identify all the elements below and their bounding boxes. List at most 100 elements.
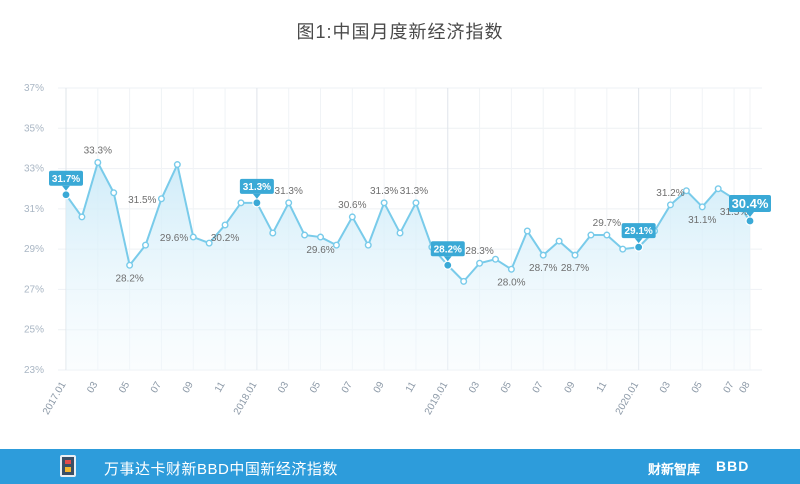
data-point-highlight bbox=[745, 216, 755, 226]
callout-box bbox=[729, 194, 771, 212]
x-tick-label: 07 bbox=[340, 380, 355, 396]
data-label: 29.7% bbox=[593, 218, 621, 229]
callout-box bbox=[49, 170, 83, 186]
data-label: 28.7% bbox=[561, 263, 589, 274]
data-point bbox=[619, 245, 627, 253]
x-tick-label: 03 bbox=[467, 380, 482, 396]
callout-label: 28.2% bbox=[434, 244, 462, 255]
area-fill bbox=[66, 162, 750, 370]
data-point bbox=[221, 221, 229, 229]
x-tick-label: 11 bbox=[595, 380, 610, 395]
data-point bbox=[666, 201, 674, 209]
x-tick-label: 2018.01 bbox=[232, 380, 260, 417]
data-label: 31.5% bbox=[720, 207, 748, 218]
data-point bbox=[603, 231, 611, 239]
callout-label: 31.7% bbox=[52, 174, 80, 185]
callout-label: 31.3% bbox=[243, 182, 271, 193]
data-label: 29.6% bbox=[160, 233, 188, 244]
footer-title: 万事达卡财新BBD中国新经济指数 bbox=[104, 461, 338, 478]
data-label: 30.2% bbox=[211, 233, 239, 244]
data-point bbox=[269, 229, 277, 237]
data-point bbox=[285, 199, 293, 207]
data-label: 33.3% bbox=[84, 146, 112, 157]
data-point bbox=[78, 213, 86, 221]
chart-title: 图1:中国月度新经济指数 bbox=[296, 22, 504, 42]
data-point bbox=[157, 195, 165, 203]
y-tick-label: 33% bbox=[24, 164, 44, 175]
x-tick-label: 11 bbox=[404, 380, 419, 395]
x-tick-label: 09 bbox=[563, 380, 578, 396]
callout-label: 29.1% bbox=[624, 226, 652, 237]
data-point bbox=[301, 231, 309, 239]
x-tick-label: 07 bbox=[149, 380, 164, 396]
data-label: 31.2% bbox=[656, 188, 684, 199]
data-point-highlight bbox=[634, 242, 644, 252]
data-label: 31.1% bbox=[688, 215, 716, 226]
x-tick-label: 07 bbox=[531, 380, 546, 396]
data-point bbox=[555, 237, 563, 245]
x-tick-label: 05 bbox=[117, 380, 132, 396]
x-tick-label: 07 bbox=[722, 380, 737, 396]
y-tick-label: 29% bbox=[24, 244, 44, 255]
footer-brand-bbd: BBD bbox=[716, 458, 750, 474]
x-tick-label: 2019.01 bbox=[423, 380, 451, 417]
callout-box bbox=[621, 223, 656, 239]
data-label: 30.6% bbox=[338, 200, 366, 211]
data-point-highlight bbox=[443, 260, 453, 270]
x-tick-label: 11 bbox=[213, 380, 228, 395]
x-tick-label: 03 bbox=[85, 380, 100, 396]
data-label: 28.7% bbox=[529, 263, 557, 274]
x-tick-label: 09 bbox=[181, 380, 196, 396]
data-point bbox=[380, 199, 388, 207]
data-point bbox=[189, 233, 197, 241]
data-point bbox=[332, 241, 340, 249]
chart-plot: 33.3% 28.2% 31.5% 29.6% 30.2% 31.3% 29.6% 30.6%… bbox=[24, 83, 771, 417]
data-point bbox=[142, 241, 150, 249]
data-point bbox=[412, 199, 420, 207]
data-point bbox=[571, 251, 579, 259]
logo-icon bbox=[60, 455, 76, 477]
callout-pointer bbox=[634, 238, 643, 244]
data-point bbox=[110, 189, 118, 197]
data-label: 31.3% bbox=[400, 186, 428, 197]
y-tick-label: 25% bbox=[24, 325, 44, 336]
data-point bbox=[491, 255, 499, 263]
callout-label: 30.4% bbox=[732, 196, 769, 211]
data-point bbox=[317, 233, 325, 241]
data-point-highlight bbox=[252, 198, 262, 208]
data-point bbox=[364, 241, 372, 249]
data-point bbox=[698, 203, 706, 211]
y-tick-label: 23% bbox=[24, 365, 44, 376]
callout-pointer bbox=[62, 185, 70, 191]
callout-box bbox=[239, 178, 274, 194]
data-label: 28.0% bbox=[497, 277, 525, 288]
data-point bbox=[587, 231, 595, 239]
data-label: 28.3% bbox=[465, 246, 493, 257]
y-tick-label: 27% bbox=[24, 284, 44, 295]
data-point bbox=[173, 161, 181, 169]
callout-pointer bbox=[443, 256, 452, 262]
data-point bbox=[539, 251, 547, 259]
callout-pointer bbox=[252, 193, 261, 199]
x-tick-label: 08 bbox=[738, 380, 753, 396]
y-tick-label: 31% bbox=[24, 204, 44, 215]
data-label: 31.3% bbox=[275, 186, 303, 197]
data-point bbox=[94, 159, 102, 167]
x-tick-label: 05 bbox=[690, 380, 705, 396]
x-tick-label: 2017.01 bbox=[41, 380, 69, 417]
data-point-highlight bbox=[61, 190, 71, 200]
footer-brand-caixin: 财新智库 bbox=[648, 462, 701, 477]
callout-box bbox=[430, 241, 465, 257]
data-point bbox=[507, 265, 515, 273]
x-tick-label: 05 bbox=[499, 380, 514, 396]
y-tick-label: 37% bbox=[24, 83, 44, 94]
data-point bbox=[237, 199, 245, 207]
data-label: 31.3% bbox=[370, 186, 398, 197]
callout-pointer bbox=[746, 211, 754, 217]
data-point bbox=[126, 261, 134, 269]
data-point bbox=[523, 227, 531, 235]
x-tick-label: 05 bbox=[308, 380, 323, 396]
data-point bbox=[348, 213, 356, 221]
data-point bbox=[714, 185, 722, 193]
x-tick-label: 03 bbox=[658, 380, 673, 396]
